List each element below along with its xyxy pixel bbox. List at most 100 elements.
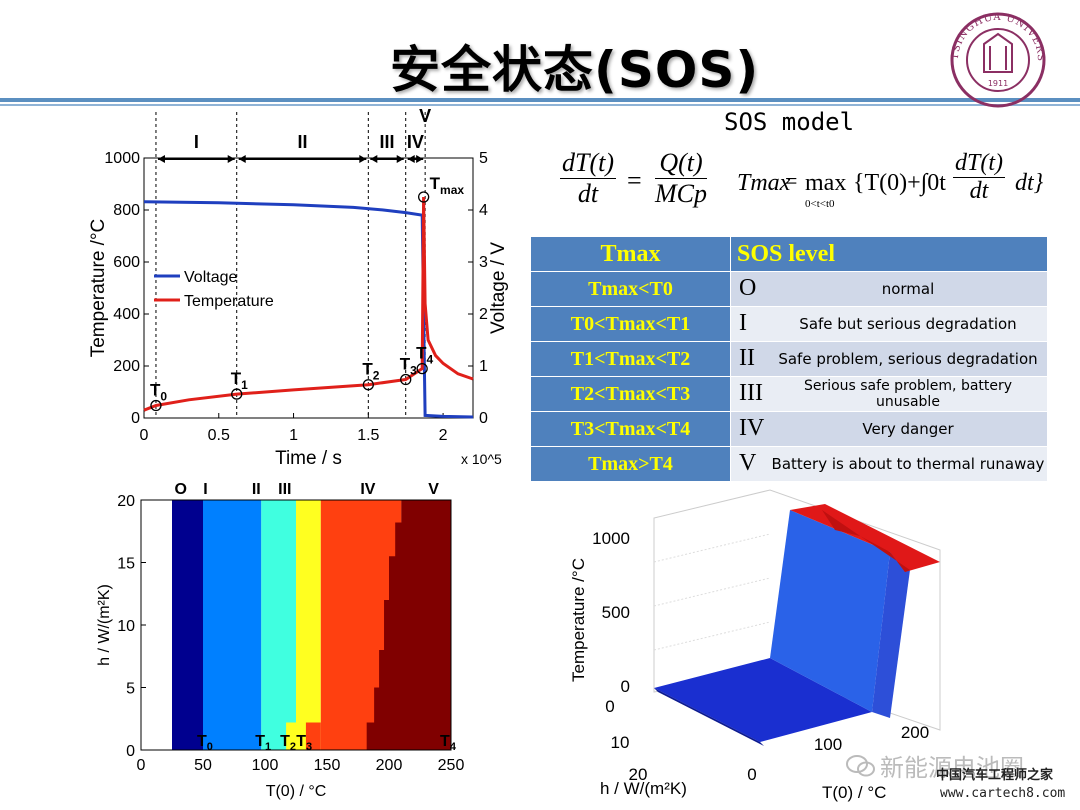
y-tick-label: 0 [605,697,614,716]
region-label: I [194,132,199,152]
row-desc: Serious safe problem, battery unusable [803,378,1013,410]
formula-equals-2: = [785,168,798,193]
z-tick-label: 0 [621,677,630,696]
wechat-icon [846,755,875,777]
legend-label: Voltage [184,269,237,286]
title-rule-thin [0,104,1080,106]
region-label: V [419,106,431,126]
x-tick-label: 1 [289,427,298,444]
row-level-cell: V Battery is about to thermal runaway [730,446,1048,482]
wechat-watermark: 新能源电池圈 [880,754,1024,782]
university-seal-logo: TSINGHUA UNIVERSITY 1911 [940,8,1046,108]
legend-label: Temperature [184,293,274,310]
site-watermark-url: www.cartech8.com [940,786,1066,801]
region-arrow-head [227,155,235,163]
level-label-ii: II [252,481,261,498]
marker-label-t3: T3 [400,355,417,378]
table-header-level: SOS level [730,236,1048,272]
x-tick-label: 100 [252,757,279,774]
page-title: 安全状态(SOS) [390,41,760,99]
formula-max-sub: 0<t<t0 [805,198,835,210]
title-rule [0,98,1080,102]
formula-tmax: Tmax [737,170,791,196]
row-condition: T2<Tmax<T3 [530,376,731,412]
region-step [286,722,296,750]
row-level: I [739,310,747,336]
boundary-label-t0: T0 [197,733,213,753]
region-arrow-head [238,155,246,163]
marker-label-t1: T1 [231,369,248,392]
region-ii [261,500,296,750]
region-arrow-head [359,155,367,163]
region-label: III [380,132,395,152]
y-tick-label: 10 [611,733,630,752]
seal-year: 1911 [988,79,1008,88]
x-tick-label: 200 [376,757,403,774]
sos-model-title: SOS model [724,108,855,136]
row-condition: Tmax<T0 [530,271,731,307]
z-tick-label: 1000 [592,529,630,548]
row-desc: Safe but serious degradation [799,315,1017,333]
formula-QMCp: Q(t) MCp [655,148,707,209]
table-header-row: Tmax SOS level [530,236,1048,272]
table-row: T2<Tmax<T3 III Serious safe problem, batt… [530,376,1048,412]
y-axis-label: h / W/(m²K) [96,584,113,666]
boundary-label-t2: T2 [280,733,296,753]
boundary-label-t3: T3 [296,733,312,753]
z-tick-label: 500 [602,603,630,622]
row-level: III [739,380,763,406]
y-tick-label: 10 [117,618,135,635]
x-multiplier: x 10^5 [461,451,502,467]
y-tick-label: 5 [126,681,135,698]
row-desc: normal [881,280,935,298]
x-axis-label: Time / s [275,448,342,469]
x-tick-label: 100 [814,735,842,754]
surface-floor-edge [654,688,764,746]
formula-frac-3: dT(t) dt [953,150,1005,205]
surface-top-edge [822,510,910,572]
formula-equals: = [627,166,642,195]
x-tick-label: 150 [314,757,341,774]
series-line-voltage [143,200,474,419]
formula-dTdt: dT(t) dt [560,148,616,209]
y2-tick-label: 3 [479,254,488,271]
x-tick-label: 0 [747,765,756,784]
level-label-v: V [428,481,439,498]
table-row: T0<Tmax<T1 I Safe but serious degradation [530,306,1048,342]
x-tick-label: 0 [140,427,149,444]
y2-tick-label: 0 [479,410,488,427]
formula-den-2: MCp [655,179,707,208]
temperature-voltage-chart: 0 0.5 1 1.5 2 0 200 400 600 800 1000 0 1 2 3 4 5 Time / s… [88,106,509,469]
x-tick-label: 250 [438,757,465,774]
x-tick-label: 50 [194,757,212,774]
row-level: V [739,450,757,476]
x-tick-label: 2 [439,427,448,444]
level-label-iv: IV [360,481,375,498]
surface-wall-side [872,552,910,718]
row-condition: Tmax>T4 [530,446,731,482]
marker-point [416,362,428,375]
surface-floor [654,658,872,742]
table-row: T3<Tmax<T4 IV Very danger [530,411,1048,447]
y-tick-label: 600 [113,254,140,271]
region-v-stair [366,500,451,750]
surface-wall [770,510,890,712]
marker-point [400,373,412,386]
table-header-tmax: Tmax [530,236,731,272]
y-tick-label: 1000 [104,150,140,167]
y-tick-label: 400 [113,306,140,323]
region-i [203,500,262,750]
surface-top-cap [790,504,940,572]
boundary-label-t4: T4 [440,733,457,753]
row-level-cell: II Safe problem, serious degradation [730,341,1048,377]
sos-region-map: 0 50 100 150 200 250 0 5 10 15 20 T(0) / °C h / W/(m… [96,481,465,800]
region-label: II [298,132,308,152]
marker-point [231,388,243,400]
row-level-cell: III Serious safe problem, battery unusabl… [730,376,1048,412]
title-bar: 安全状态(SOS) [0,0,1080,108]
series-line-temperature [143,196,474,412]
marker-point [150,399,162,412]
formula-end: dt} [1015,170,1044,196]
